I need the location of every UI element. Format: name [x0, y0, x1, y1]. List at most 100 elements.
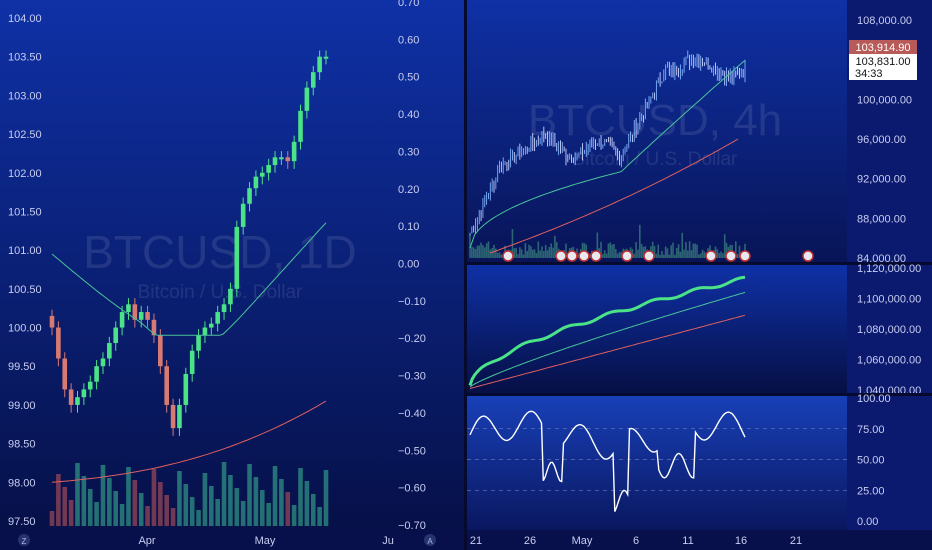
right-volume-bar	[548, 247, 551, 258]
left-candle-body	[291, 141, 297, 162]
right-price-tick: 96,000.00	[857, 134, 906, 146]
event-marker	[578, 250, 590, 262]
left-watermark-symbol: BTCUSD, 1D	[83, 226, 356, 278]
left-percent-tick: −0.50	[398, 445, 426, 457]
right-volume-bar	[685, 242, 687, 258]
rsi-tick: 75.00	[857, 424, 885, 436]
mid-tick: 1,080,000.00	[857, 324, 921, 336]
left-volume-bar	[298, 468, 303, 526]
left-candle-body	[189, 350, 195, 374]
right-price-tick: 88,000.00	[857, 213, 906, 225]
left-candle-body	[272, 157, 278, 166]
left-volume-bar	[272, 466, 278, 526]
left-candle-body	[259, 172, 265, 177]
badge-z[interactable]	[18, 534, 30, 546]
left-price-axis: 104.00 103.50 103.00 102.50 102.00 101.50 101.…	[8, 13, 42, 528]
left-volume-bar	[317, 507, 322, 526]
left-volume-bar	[68, 500, 74, 526]
right-volume-bar	[524, 243, 527, 258]
right-volume-bar	[714, 246, 717, 258]
right-price-tick: 100,000.00	[857, 94, 912, 106]
mid-indicator-lines	[468, 275, 746, 389]
right-volume-bar	[668, 254, 671, 258]
left-price-tick: 98.50	[8, 439, 36, 451]
right-volume-bar	[666, 248, 669, 258]
left-candle-body	[170, 404, 176, 429]
left-volume-bar	[62, 487, 68, 526]
left-candle-body	[177, 404, 182, 429]
price-badge-high	[849, 40, 917, 54]
price-badge-last-text: 103,831.00	[855, 56, 910, 68]
left-candle-body	[94, 366, 99, 382]
right-price-tick: 108,000.00	[857, 15, 912, 27]
right-volume-bar	[631, 248, 634, 258]
right-volume-bar	[511, 229, 514, 258]
left-volume-bar	[177, 471, 182, 526]
right-watermark-symbol: BTCUSD, 4h	[528, 96, 782, 145]
mid-tick: 1,060,000.00	[857, 355, 921, 367]
left-candle-body	[253, 176, 259, 189]
right-volume-bar	[690, 250, 693, 258]
left-ma-fast	[51, 222, 327, 336]
right-volume-bar	[474, 249, 477, 258]
left-price-tick: 97.50	[8, 516, 36, 528]
left-volume-bar	[240, 501, 246, 526]
left-volume-bar	[158, 482, 163, 526]
right-time-axis-bar	[467, 530, 932, 550]
left-price-tick: 100.50	[8, 284, 42, 296]
right-volume-bar	[517, 254, 519, 258]
left-candle-body	[164, 366, 169, 405]
right-main-background	[467, 0, 847, 262]
left-volume-bar	[221, 462, 227, 526]
left-candle-body	[266, 165, 271, 173]
mid-main-line	[468, 275, 746, 386]
right-volume-bar	[615, 248, 617, 258]
right-ma-fast	[469, 59, 746, 249]
left-volume-bar	[107, 478, 112, 526]
left-volume-bar	[310, 494, 316, 526]
event-marker	[621, 250, 633, 262]
rsi-axis-bg	[847, 396, 932, 530]
left-price-tick: 104.00	[8, 13, 42, 25]
left-volume-bar	[94, 502, 99, 526]
badge-z-label: Z	[22, 537, 27, 546]
rsi-background	[467, 396, 847, 530]
left-percent-tick: 0.10	[398, 221, 419, 233]
right-volume-bar	[664, 246, 667, 258]
right-price-tick: 92,000.00	[857, 174, 906, 186]
right-volume-bar	[600, 241, 602, 258]
right-volume-bar	[718, 252, 720, 258]
right-volume-bar	[681, 232, 684, 258]
left-price-tick: 102.00	[8, 168, 42, 180]
pane-separator-1[interactable]	[467, 262, 932, 265]
left-percent-tick: −0.40	[398, 408, 426, 420]
rsi-tick: 50.00	[857, 455, 885, 467]
right-volume-bar	[640, 243, 643, 258]
right-volume-bar	[692, 243, 695, 258]
left-candle-body	[202, 327, 208, 336]
panel-divider[interactable]	[464, 0, 467, 550]
left-candle-body	[279, 157, 284, 160]
right-volume-bar	[686, 250, 689, 258]
right-volume-bar	[480, 242, 482, 258]
badge-a[interactable]	[424, 534, 436, 546]
right-volume-bar	[472, 247, 475, 258]
right-volume-bar	[662, 254, 665, 258]
right-time-tick: 21	[790, 535, 802, 547]
right-volume-bar	[679, 251, 682, 258]
left-candle-body	[107, 343, 112, 359]
right-volume-bar	[633, 253, 636, 258]
rsi-tick: 100.00	[857, 393, 891, 405]
left-volume-bar	[202, 473, 208, 526]
left-percent-tick: −0.60	[398, 483, 426, 495]
left-candle-body	[183, 373, 189, 405]
right-time-tick: 21	[470, 535, 482, 547]
right-volume-bar	[672, 242, 674, 258]
left-percent-tick: 0.20	[398, 184, 419, 196]
rsi-tick: 0.00	[857, 516, 878, 528]
left-ma-slow	[51, 400, 327, 483]
right-volume-bar	[618, 251, 621, 258]
right-volume-bar	[659, 254, 661, 258]
pane-separator-2[interactable]	[467, 393, 932, 396]
left-candle-body	[119, 312, 125, 328]
